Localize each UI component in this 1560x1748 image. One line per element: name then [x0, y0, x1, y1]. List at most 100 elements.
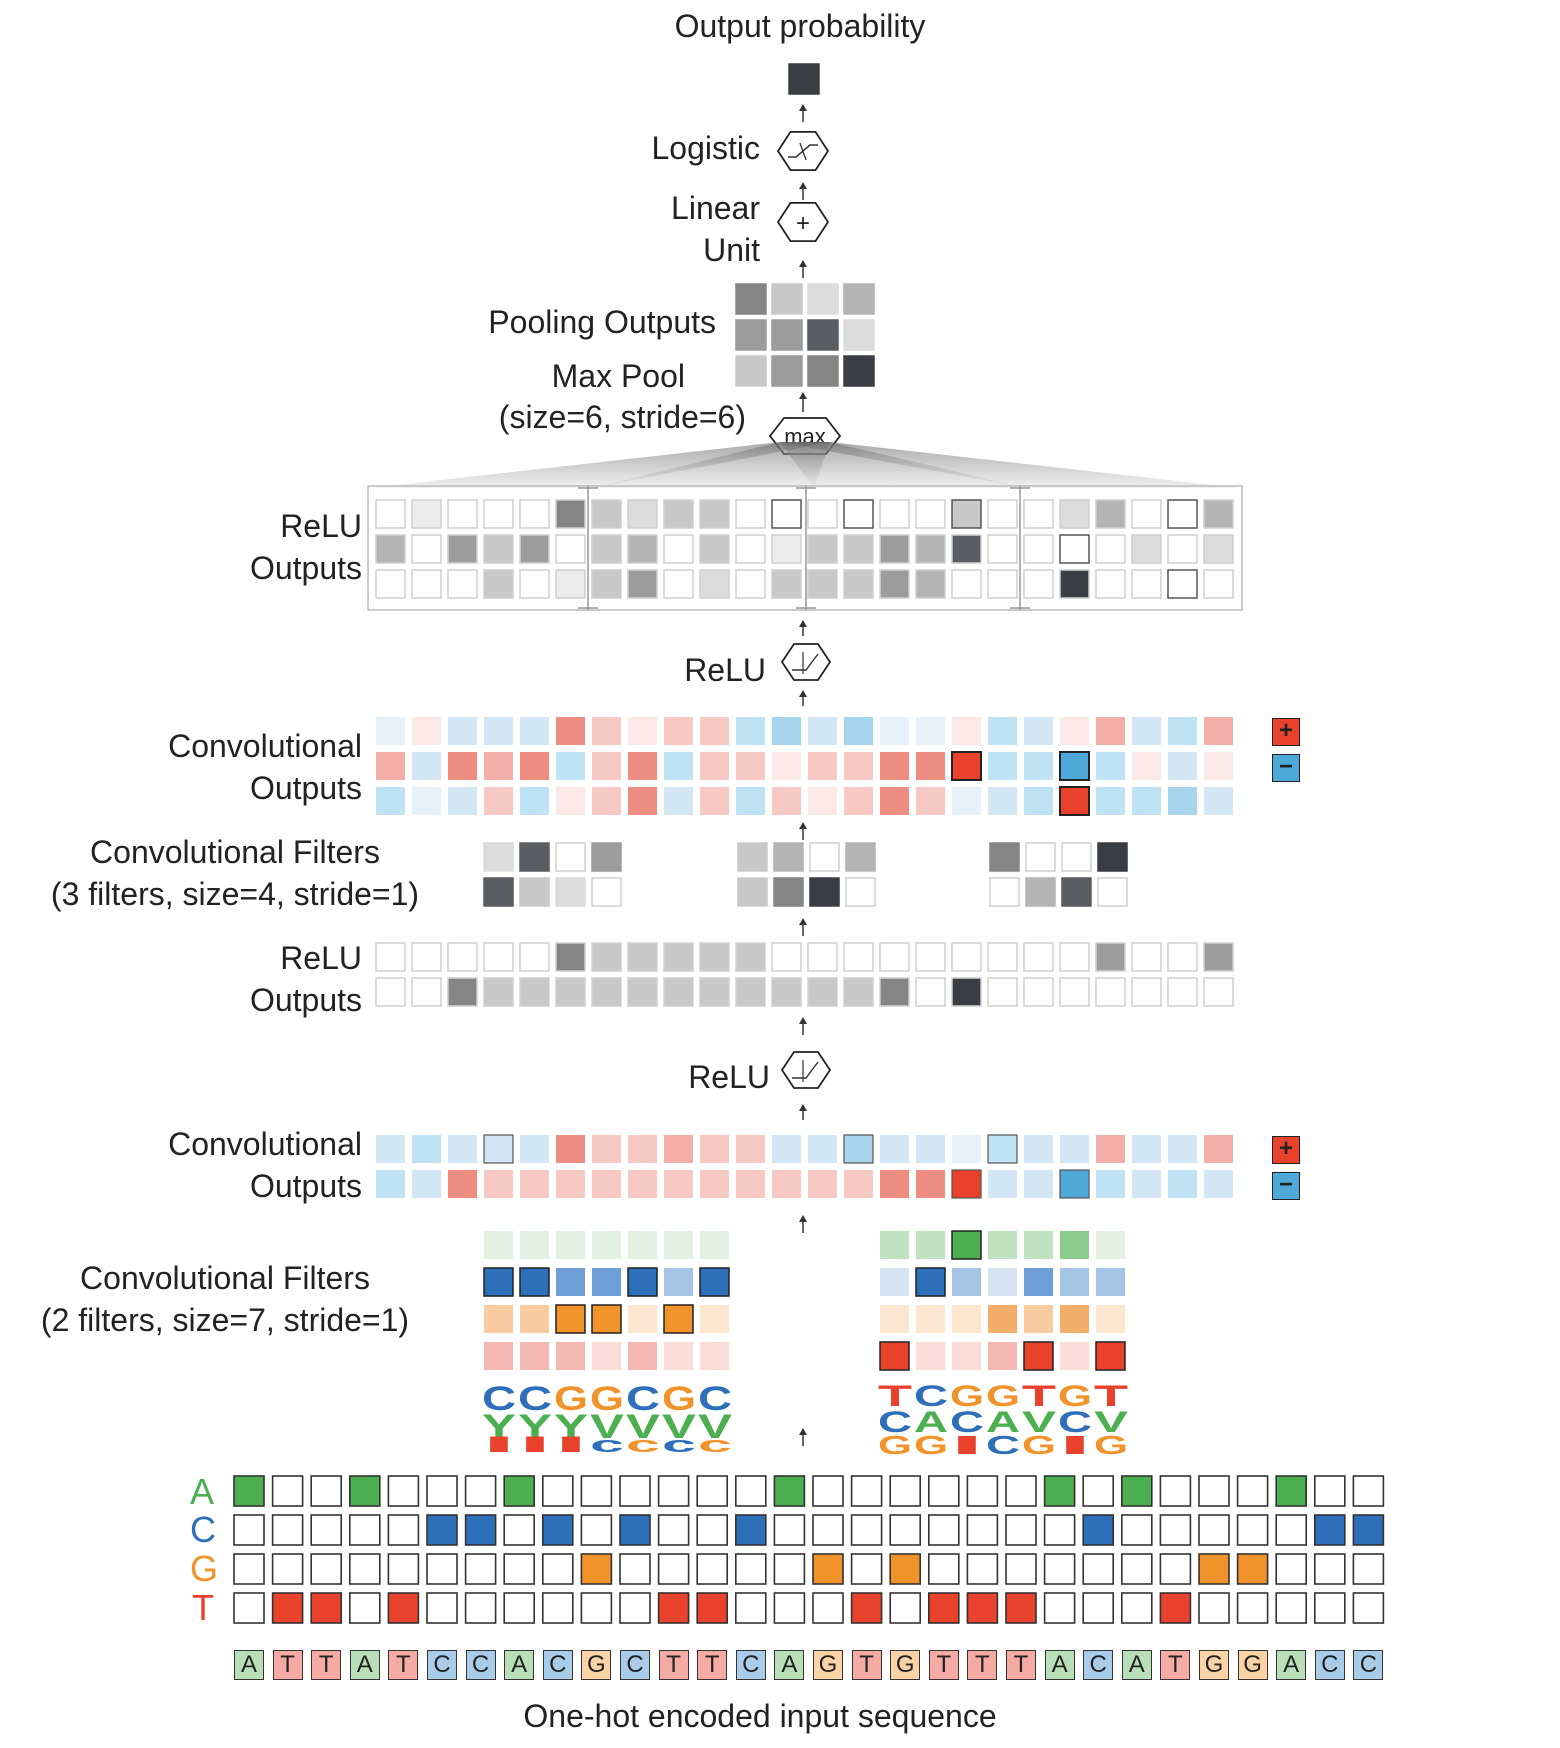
relu-top-output-cell	[879, 569, 910, 599]
nucleotide-g-label: G	[190, 1548, 219, 1589]
logo-filter1-top: C	[482, 1380, 516, 1418]
conv-top-filter-cell	[1061, 877, 1092, 907]
relu-mid-output-cell	[1203, 942, 1234, 972]
conv-outputs-bot-label-1: Convolutional	[168, 1126, 362, 1162]
pooling-output-cell	[843, 355, 875, 387]
conv-bot-filter-cell	[664, 1231, 693, 1259]
conv-bot-filter-cell	[1024, 1231, 1053, 1259]
one-hot-cell	[1275, 1514, 1307, 1546]
conv-top-output-cell	[664, 787, 693, 815]
relu-top-output-cell	[951, 499, 982, 529]
one-hot-cell	[580, 1514, 613, 1546]
conv-bot-output-cell	[484, 1170, 513, 1198]
arrow-to-linear-unit-head	[799, 260, 807, 267]
conv-top-output-cell	[880, 752, 909, 780]
conv-top-output-cell	[952, 787, 981, 815]
one-hot-cell	[233, 1553, 265, 1585]
conv-top-filter-cell	[1025, 877, 1056, 907]
one-hot-cell	[927, 1475, 960, 1507]
pooling-output-cell	[843, 283, 875, 315]
negative-badge-top: −	[1272, 754, 1300, 782]
one-hot-cell	[1275, 1475, 1307, 1507]
conv-bot-filter-cell	[1096, 1231, 1125, 1259]
logo-filter1-bot: c	[590, 1432, 624, 1457]
conv-bot-filter-cell	[628, 1342, 657, 1370]
logistic-symbol-slash	[799, 142, 807, 161]
one-hot-cell	[1005, 1553, 1037, 1585]
one-hot-cell	[619, 1592, 651, 1624]
relu-top-output-cell	[915, 499, 946, 529]
conv-top-filter-cell	[989, 842, 1020, 872]
conv-bot-filter-cell	[1060, 1268, 1089, 1296]
relu-outputs-top-label-2: Outputs	[249, 550, 362, 586]
relu-top-output-cell	[699, 499, 730, 529]
logo-filter1-mid: V	[698, 1408, 732, 1446]
relu-top-output-cell	[1167, 534, 1198, 564]
conv-top-filter-cell	[737, 877, 768, 907]
one-hot-cell	[850, 1553, 883, 1585]
conv-filters-bot-label-2: (2 filters, size=7, stride=1)	[40, 1302, 410, 1338]
one-hot-cell	[1121, 1475, 1153, 1507]
conv-bot-filter-cell	[916, 1305, 945, 1333]
conv-bot-filter-cell	[520, 1231, 549, 1259]
conv-bot-filter-cell	[879, 1341, 910, 1371]
conv-top-output-cell	[988, 787, 1017, 815]
logo-filter1-top: C	[518, 1380, 552, 1418]
logo-filter1-bot: I	[482, 1432, 516, 1457]
conv-bot-filter-cell	[663, 1304, 694, 1334]
conv-top-filter-cell	[809, 842, 840, 872]
one-hot-cell	[1314, 1514, 1346, 1546]
one-hot-cell	[1043, 1553, 1076, 1585]
logo-filter2-top: T	[878, 1380, 912, 1413]
relu-mid-output-cell	[987, 977, 1018, 1007]
relu-mid-output-cell	[915, 942, 946, 972]
one-hot-cell	[734, 1475, 767, 1507]
conv-top-output-cell	[951, 751, 982, 781]
conv-bot-filter-cell	[880, 1231, 909, 1259]
conv-bot-filter-cell	[1096, 1305, 1125, 1333]
logo-filter1-top: C	[626, 1380, 660, 1418]
relu-mid-output-cell	[807, 942, 838, 972]
conv-outputs-top-label-2: Outputs	[249, 770, 362, 806]
one-hot-cell	[310, 1475, 343, 1507]
conv-top-output-cell	[520, 717, 549, 745]
one-hot-cell	[426, 1592, 458, 1624]
conv-top-output-cell	[484, 717, 513, 745]
conv-bot-output-cell	[664, 1170, 693, 1198]
one-hot-cell	[464, 1475, 497, 1507]
relu-top-output-cell	[699, 534, 730, 564]
input-caption: One-hot encoded input sequence	[523, 1698, 997, 1734]
pooling-output-cell	[807, 355, 839, 387]
relu-mid-label: ReLU	[688, 1059, 770, 1095]
relu-top-output-cell	[555, 569, 586, 599]
conv-top-output-cell	[1024, 752, 1053, 780]
conv-top-output-cell	[772, 752, 801, 780]
relu-top-output-cell	[663, 569, 694, 599]
logo-filter2-bot: I	[1058, 1430, 1092, 1460]
one-hot-cell	[503, 1475, 536, 1507]
conv-bot-filter-cell	[1096, 1268, 1125, 1296]
conv-bot-filter-cell	[951, 1230, 982, 1260]
conv-bot-filter-cell	[1060, 1305, 1089, 1333]
relu-top-output-cell	[411, 534, 442, 564]
relu-top-output-cell	[879, 534, 910, 564]
conv-bot-output-cell	[1204, 1170, 1233, 1198]
one-hot-cell	[541, 1553, 574, 1585]
logo-filter1-mid: Y	[482, 1408, 516, 1446]
conv-top-output-cell	[916, 787, 945, 815]
one-hot-cell	[812, 1514, 844, 1546]
logo-filter1-bot: c	[626, 1432, 660, 1457]
conv-bot-filter-cell	[988, 1231, 1017, 1259]
logo-filter2-bot: C	[986, 1430, 1020, 1460]
relu-top-output-cell	[1131, 534, 1162, 564]
conv-top-output-cell	[1059, 751, 1090, 781]
one-hot-cell	[1005, 1475, 1037, 1507]
one-hot-cell	[387, 1553, 420, 1585]
conv-outputs-bot-label-2: Outputs	[249, 1168, 362, 1204]
conv-bot-filter-cell	[520, 1342, 549, 1370]
linear-unit-plus: +	[796, 210, 810, 237]
relu-top-output-cell	[411, 569, 442, 599]
one-hot-cell	[1082, 1553, 1114, 1585]
conv-top-output-cell	[556, 717, 585, 745]
relu-top-output-cell	[1059, 499, 1090, 529]
